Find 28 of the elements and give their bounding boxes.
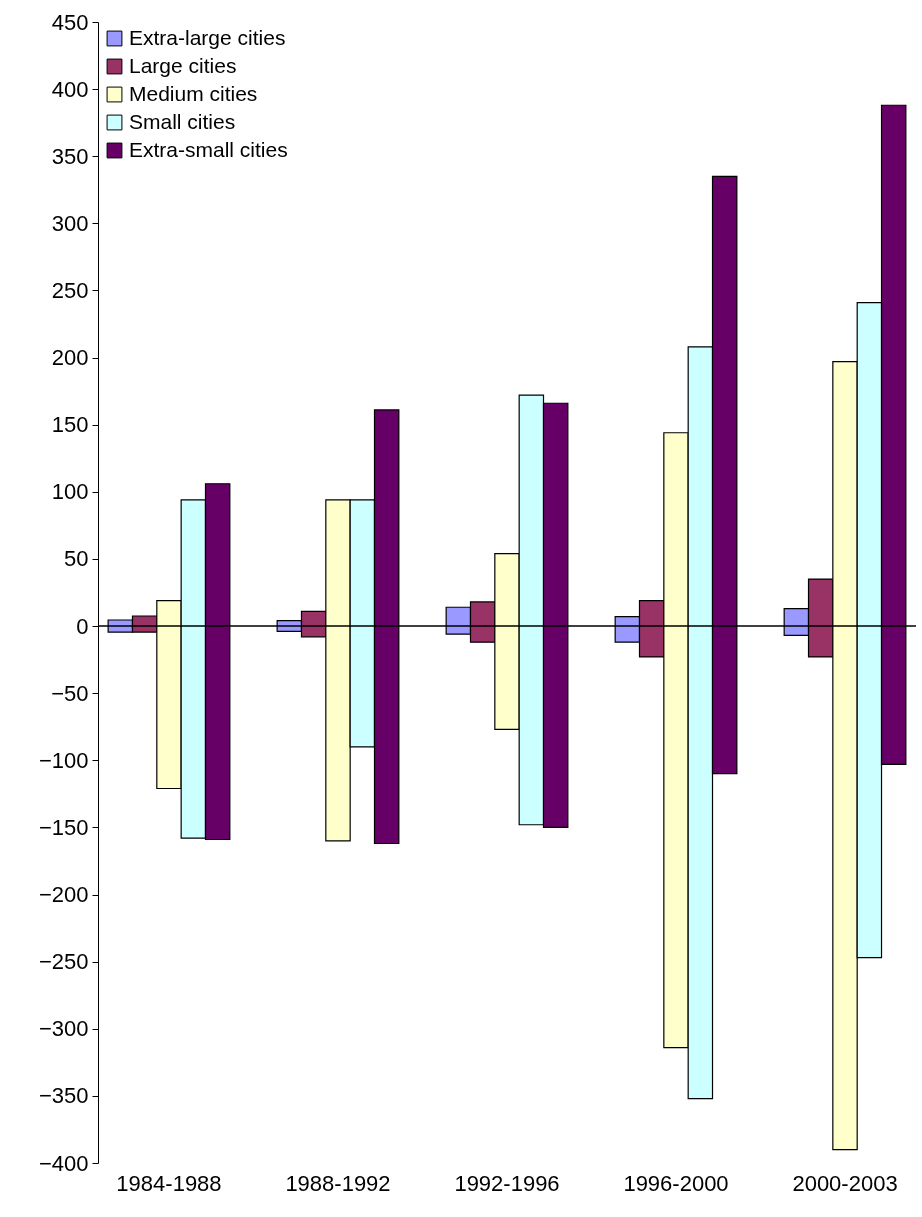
y-tick-label: −200 bbox=[38, 882, 89, 908]
y-tick-label: 250 bbox=[51, 277, 89, 303]
y-tick-label: −350 bbox=[38, 1083, 89, 1109]
y-tick-label: 0 bbox=[76, 613, 89, 639]
y-tick-label: 350 bbox=[51, 143, 89, 169]
y-tick-label: 400 bbox=[51, 76, 89, 102]
legend-label: Extra-large cities bbox=[129, 25, 286, 49]
y-tick-label: −100 bbox=[38, 747, 89, 773]
y-tick-label: 50 bbox=[64, 546, 89, 572]
x-tick-label: 1988-1992 bbox=[285, 1170, 391, 1196]
y-tick-label: −50 bbox=[51, 680, 89, 706]
y-tick-label: 150 bbox=[51, 412, 89, 438]
y-tick-label: −150 bbox=[38, 814, 89, 840]
x-tick-label: 1996-2000 bbox=[623, 1170, 729, 1196]
legend-label: Small cities bbox=[129, 109, 236, 133]
legend-label: Large cities bbox=[129, 53, 237, 77]
y-tick-label: 300 bbox=[51, 210, 89, 236]
y-tick-label: −250 bbox=[38, 949, 89, 975]
y-tick-label: −300 bbox=[38, 1016, 89, 1042]
y-tick-label: 450 bbox=[51, 9, 89, 35]
x-tick-label: 2000-2003 bbox=[792, 1170, 898, 1196]
y-tick-label: 100 bbox=[51, 479, 89, 505]
x-tick-label: 1984-1988 bbox=[116, 1170, 222, 1196]
x-tick-label: 1992-1996 bbox=[454, 1170, 560, 1196]
legend-label: Medium cities bbox=[129, 81, 258, 105]
legend-label: Extra-small cities bbox=[129, 137, 288, 161]
y-tick-label: −400 bbox=[38, 1150, 89, 1176]
y-tick-label: 200 bbox=[51, 345, 89, 371]
